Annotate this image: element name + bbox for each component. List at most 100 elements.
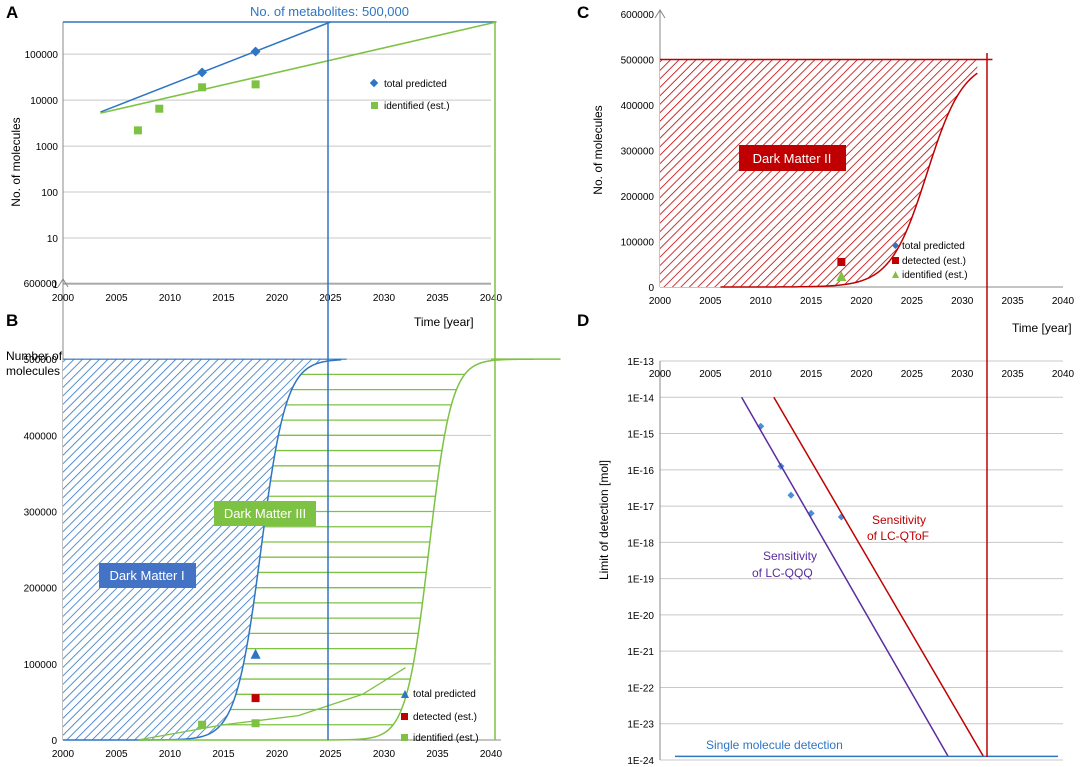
x-tick-label: 2030 [373,749,396,760]
curve-detected [720,72,978,288]
line-sensitivity-lc-qqq [740,396,949,757]
annotation-qtof-line2: of LC-QToF [867,529,929,543]
x-tick-label: 2035 [1002,369,1025,380]
x-tick-label: 2005 [699,369,722,380]
x-tick-label: 2035 [1002,296,1025,307]
y-tick-label: 600000 [621,10,655,21]
x-tick-label: 2040 [480,749,503,760]
x-tick-label: 2010 [159,293,182,304]
y-tick-label: 600000 [24,279,58,290]
annotation-qqq-line2: of LC-QQQ [752,566,813,580]
y-tick-label: 1E-20 [627,611,654,622]
legend-marker-identified [401,734,408,741]
curve-identified [137,358,534,741]
panel-d-letter: D [577,311,589,330]
legend-label-identified: identified (est.) [413,733,479,744]
y-tick-label: 0 [648,283,654,294]
legend-marker-total-predicted [891,241,900,250]
region-text-dark-matter-ii: Dark Matter II [753,151,832,166]
trend-identified-lower [137,667,406,741]
panel-c-regions [660,59,978,287]
x-tick-label: 2030 [951,369,974,380]
y-axis-arrow [57,278,69,288]
point-identified [198,83,207,92]
x-tick-label: 2040 [480,293,503,304]
y-tick-label: 500000 [24,355,58,366]
region-label-dark-matter-ii: Dark Matter II [739,145,846,171]
panel-b-tick-labels: 0 100000 200000 300000 400000 500000 600000 200… [24,279,503,760]
panel-d-gridlines [659,360,1063,761]
panel-b-y-axis-label-line1: Number of [6,349,63,363]
y-tick-label: 100000 [25,50,59,61]
x-tick-label: 2030 [951,296,974,307]
y-tick-label: 1000 [36,142,59,153]
y-tick-label: 200000 [621,192,655,203]
x-tick-label: 2040 [1052,369,1075,380]
y-tick-label: 300000 [621,147,655,158]
y-tick-label: 100000 [621,238,655,249]
y-tick-label: 300000 [24,508,58,519]
y-tick-label: 0 [51,736,57,747]
x-tick-label: 2000 [52,749,75,760]
annotation-qqq-line1: Sensitivity [763,549,817,563]
trend-line-total-predicted [100,21,331,113]
legend-label-total-predicted: total predicted [384,79,447,90]
point-identified [251,80,260,89]
panel-b: 0 100000 200000 300000 400000 500000 600000 200… [6,278,561,760]
x-tick-label: 2035 [426,749,449,760]
point-identified [836,270,847,281]
y-tick-label: 1E-13 [627,357,654,368]
x-tick-label: 2010 [750,369,773,380]
legend-marker-identified [892,271,899,278]
panel-connectors [327,22,988,757]
region-dark-matter-i [63,359,336,740]
x-tick-label: 2015 [800,369,823,380]
legend-label-detected: detected (est.) [902,256,966,267]
point-lod [787,491,795,499]
panel-a-y-axis-label: No. of molecules [9,117,23,206]
y-tick-label: 1E-22 [627,683,654,694]
panel-d: 1E-13 1E-14 1E-15 1E-16 1E-17 1E-18 1E-19 1E-20… [577,311,1075,767]
x-tick-label: 2020 [266,749,289,760]
legend-marker-detected [401,713,408,720]
x-tick-label: 2035 [426,293,449,304]
y-tick-label: 1E-19 [627,575,654,586]
legend-marker-total-predicted [401,690,409,698]
panel-c-legend: total predicted detected (est.) identifi… [891,241,968,281]
point-total-predicted [250,46,261,57]
y-tick-label: 1E-15 [627,430,654,441]
y-tick-label: 1E-24 [627,756,654,767]
y-tick-label: 1E-14 [627,393,654,404]
x-tick-label: 2010 [159,749,182,760]
x-tick-label: 2000 [649,296,672,307]
legend-label-identified: identified (est.) [384,101,450,112]
panel-d-marks [675,396,1058,758]
x-tick-label: 2020 [850,296,873,307]
panel-a-title: No. of metabolites: 500,000 [250,4,409,19]
x-tick-label: 2005 [105,749,128,760]
panel-c: 0 100000 200000 300000 400000 500000 600000 200… [577,3,1075,335]
annotation-single-molecule: Single molecule detection [706,738,843,752]
point-total-predicted [250,648,261,659]
panel-c-marks [660,58,993,288]
y-tick-label: 1E-17 [627,502,654,513]
x-tick-label: 2015 [212,749,235,760]
y-tick-label: 500000 [621,56,655,67]
line-sensitivity-lc-qtof [773,396,985,757]
annotation-qtof-line1: Sensitivity [872,513,926,527]
panel-b-legend: total predicted detected (est.) identifi… [401,689,479,744]
legend-marker-detected [892,257,899,264]
y-tick-label: 1E-16 [627,466,654,477]
x-tick-label: 2020 [266,293,289,304]
x-tick-label: 2005 [699,296,722,307]
legend-label-total-predicted: total predicted [902,241,965,252]
panel-a-marks [63,21,497,135]
point-identified [198,720,207,729]
x-tick-label: 2000 [649,369,672,380]
x-tick-label: 2025 [319,293,342,304]
region-label-dark-matter-iii: Dark Matter III [214,501,316,526]
panel-b-regions [63,359,465,740]
legend-label-detected: detected (est.) [413,712,477,723]
